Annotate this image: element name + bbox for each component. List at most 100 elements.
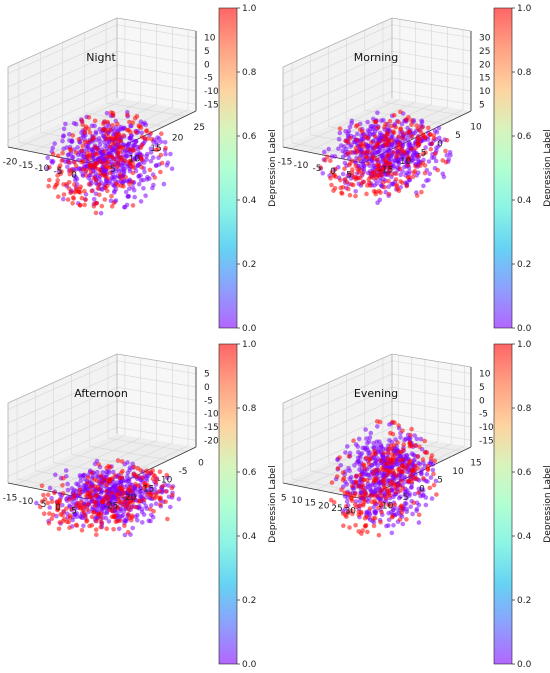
y-tick-label: 10 [129, 154, 141, 164]
z-tick-label: -5 [204, 74, 213, 84]
point-label-1 [46, 183, 51, 189]
point-label-0 [346, 128, 352, 134]
x-tick-label: -15 [19, 161, 34, 171]
point-label-1 [398, 478, 404, 484]
point-label-0 [125, 474, 130, 479]
point-label-1 [390, 129, 396, 134]
point-label-1 [364, 149, 369, 154]
point-label-0 [322, 149, 327, 155]
point-label-1 [94, 147, 100, 152]
point-label-1 [379, 509, 384, 515]
point-label-1 [357, 472, 363, 478]
point-label-1 [131, 464, 137, 470]
x-tick-label: -5 [54, 167, 63, 177]
point-label-1 [378, 458, 383, 463]
colorbar-tick-label: 0.8 [242, 404, 257, 414]
point-label-0 [414, 500, 420, 505]
point-label-1 [370, 493, 376, 498]
point-label-1 [361, 463, 367, 468]
colorbar-tick-label: 0.6 [242, 468, 257, 478]
colorbar: 1.0 0.8 0.6 0.4 0.2 0.0 Depression Label [493, 340, 550, 670]
point-label-1 [415, 153, 421, 159]
point-label-1 [385, 142, 391, 147]
point-label-0 [104, 110, 110, 116]
point-label-1 [353, 480, 359, 485]
point-label-0 [364, 436, 369, 441]
point-label-0 [138, 161, 143, 166]
point-label-0 [379, 118, 384, 123]
point-label-1 [109, 204, 115, 209]
point-label-1 [364, 514, 369, 520]
point-label-1 [370, 175, 376, 181]
colorbar-tick-label: 0.2 [517, 596, 531, 606]
point-label-0 [100, 507, 105, 512]
point-label-1 [425, 466, 430, 472]
point-label-1 [139, 143, 145, 148]
point-label-0 [122, 166, 127, 172]
point-label-0 [365, 119, 370, 125]
point-label-1 [386, 502, 391, 508]
point-label-1 [393, 124, 398, 130]
point-label-1 [404, 183, 409, 189]
point-label-1 [95, 484, 101, 490]
point-label-1 [85, 475, 91, 480]
y-tick-label: 5 [455, 131, 461, 141]
y-tick-label: -15 [379, 166, 394, 176]
point-label-1 [389, 452, 395, 457]
point-label-1 [345, 151, 350, 156]
point-label-1 [111, 527, 116, 532]
point-label-1 [364, 191, 369, 197]
y-tick-label: 0 [437, 140, 443, 150]
point-label-1 [127, 119, 132, 125]
point-label-0 [387, 422, 392, 427]
point-label-1 [89, 188, 94, 194]
point-label-1 [363, 455, 369, 461]
point-label-1 [67, 171, 73, 177]
point-label-1 [145, 470, 150, 476]
point-label-1 [360, 528, 365, 533]
point-label-1 [347, 172, 352, 177]
point-label-1 [112, 162, 117, 168]
colorbar-tick-label: 1.0 [517, 4, 532, 14]
point-label-1 [66, 186, 72, 191]
point-label-1 [68, 513, 73, 518]
point-label-1 [141, 497, 147, 502]
point-label-0 [125, 142, 130, 148]
y-tick-label: -5 [418, 148, 427, 158]
point-label-0 [338, 143, 344, 148]
x-tick-label: 0 [71, 170, 77, 180]
point-label-1 [444, 137, 450, 143]
point-label-0 [85, 144, 91, 150]
point-label-1 [121, 133, 126, 138]
colorbar-tick-label: 0.4 [517, 196, 532, 206]
panel-night: -20 -15 -10 -5 05101520251050-5-10-15Night1.… [3, 4, 278, 334]
point-label-1 [335, 465, 341, 471]
point-label-1 [55, 173, 60, 178]
point-label-0 [444, 152, 450, 158]
point-label-1 [329, 182, 334, 188]
point-label-0 [50, 159, 56, 164]
point-label-0 [65, 164, 70, 169]
point-label-0 [430, 462, 436, 467]
point-label-0 [155, 135, 160, 140]
point-label-0 [61, 196, 66, 202]
point-label-1 [443, 160, 449, 165]
point-label-0 [133, 514, 139, 519]
point-label-1 [349, 182, 354, 187]
point-label-0 [405, 492, 410, 497]
point-label-1 [46, 521, 52, 526]
point-label-1 [117, 518, 123, 523]
point-label-0 [78, 152, 84, 158]
point-label-1 [116, 139, 122, 144]
point-label-1 [349, 498, 355, 504]
z-tick-label: -5 [204, 396, 213, 406]
point-label-1 [89, 137, 95, 142]
point-label-0 [373, 459, 378, 464]
point-label-1 [393, 177, 399, 182]
point-label-1 [119, 183, 124, 189]
point-label-1 [87, 523, 92, 529]
point-label-1 [82, 139, 88, 145]
point-label-1 [422, 170, 428, 176]
point-label-1 [104, 136, 109, 142]
point-label-1 [369, 170, 374, 176]
